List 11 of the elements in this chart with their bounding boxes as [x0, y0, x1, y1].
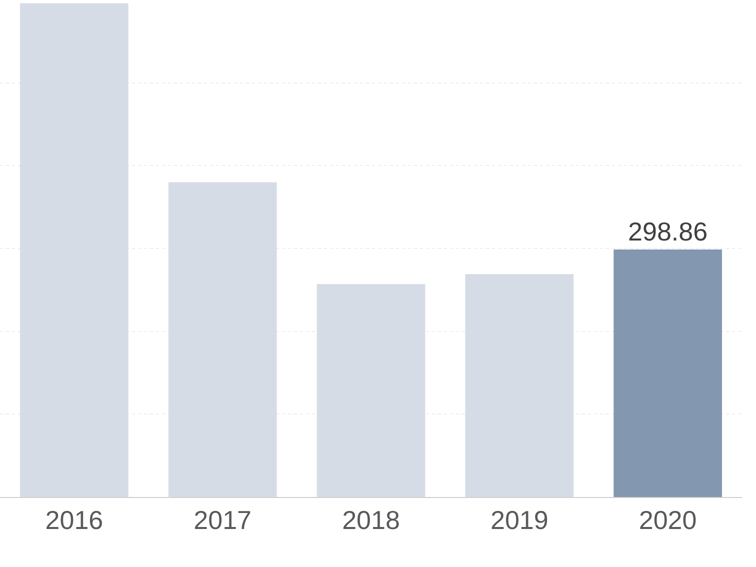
bar	[465, 274, 574, 497]
bar	[316, 284, 426, 497]
data-label: 298.86	[628, 216, 708, 246]
x-tick-label: 2016	[45, 505, 104, 536]
x-tick-label: 2020	[638, 505, 697, 536]
bar	[168, 182, 277, 497]
x-tick-label: 2018	[342, 505, 400, 536]
x-tick-label: 2019	[490, 505, 548, 536]
bar	[20, 3, 128, 497]
x-tick-label: 2017	[194, 505, 252, 536]
bar	[614, 249, 722, 497]
